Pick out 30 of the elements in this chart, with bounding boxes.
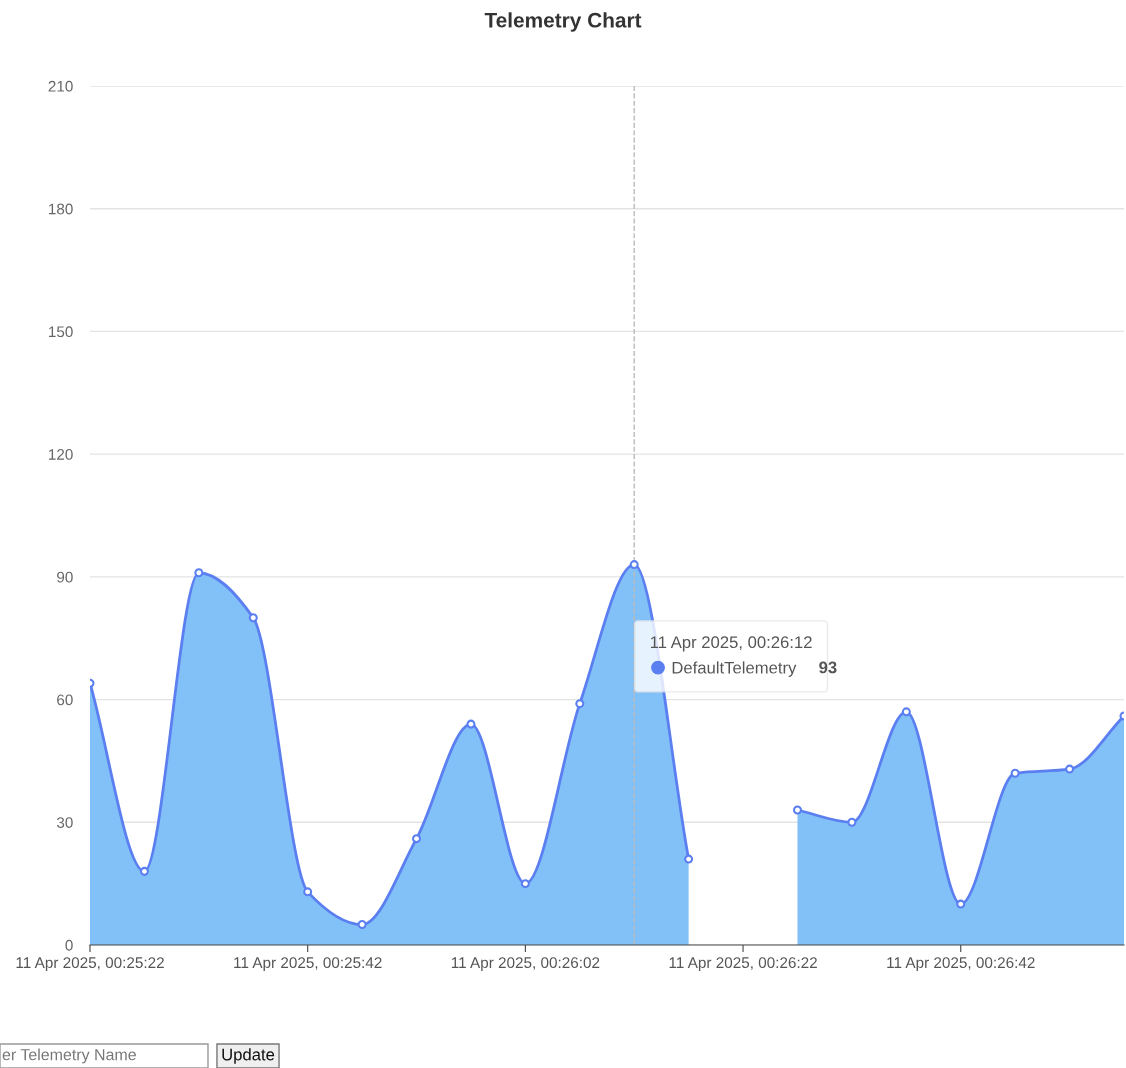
annotation: 11 Apr 2025, 00:26:12 <box>650 636 812 652</box>
point <box>684 854 694 864</box>
point <box>194 568 204 578</box>
point <box>412 834 422 844</box>
x-tick-label: 11 Apr 2025, 00:26:42 <box>887 957 1035 972</box>
point <box>303 887 313 897</box>
point <box>139 866 149 876</box>
chart-title: Telemetry Chart <box>484 12 642 32</box>
y-tick-label: 120 <box>49 449 73 460</box>
y-tick-label: 180 <box>49 203 73 215</box>
legend-label: DefaultTelemetry <box>672 661 797 677</box>
x-tick-label: 11 Apr 2025, 00:25:22 <box>16 957 164 972</box>
y-tick-label: 0 <box>65 939 73 951</box>
point <box>466 719 476 729</box>
y-tick-label: 150 <box>49 326 73 338</box>
x-tick-label: 11 Apr 2025, 00:25:42 <box>234 957 382 972</box>
text: Update <box>222 1048 275 1064</box>
x-tick-label: 11 Apr 2025, 00:26:22 <box>669 957 817 972</box>
point <box>575 699 585 709</box>
text: er Telemetry Name <box>2 1048 136 1064</box>
y-tick-label: 60 <box>57 694 73 706</box>
y-tick-label: 210 <box>48 80 73 92</box>
point <box>357 920 367 930</box>
y-tick-label: 90 <box>57 571 73 583</box>
point <box>248 613 258 623</box>
y-tick-label: 30 <box>56 817 73 828</box>
point <box>629 560 639 570</box>
x-tick-label: 11 Apr 2025, 00:26:02 <box>451 957 600 972</box>
annotation: 93 <box>819 661 837 674</box>
point <box>520 879 530 889</box>
